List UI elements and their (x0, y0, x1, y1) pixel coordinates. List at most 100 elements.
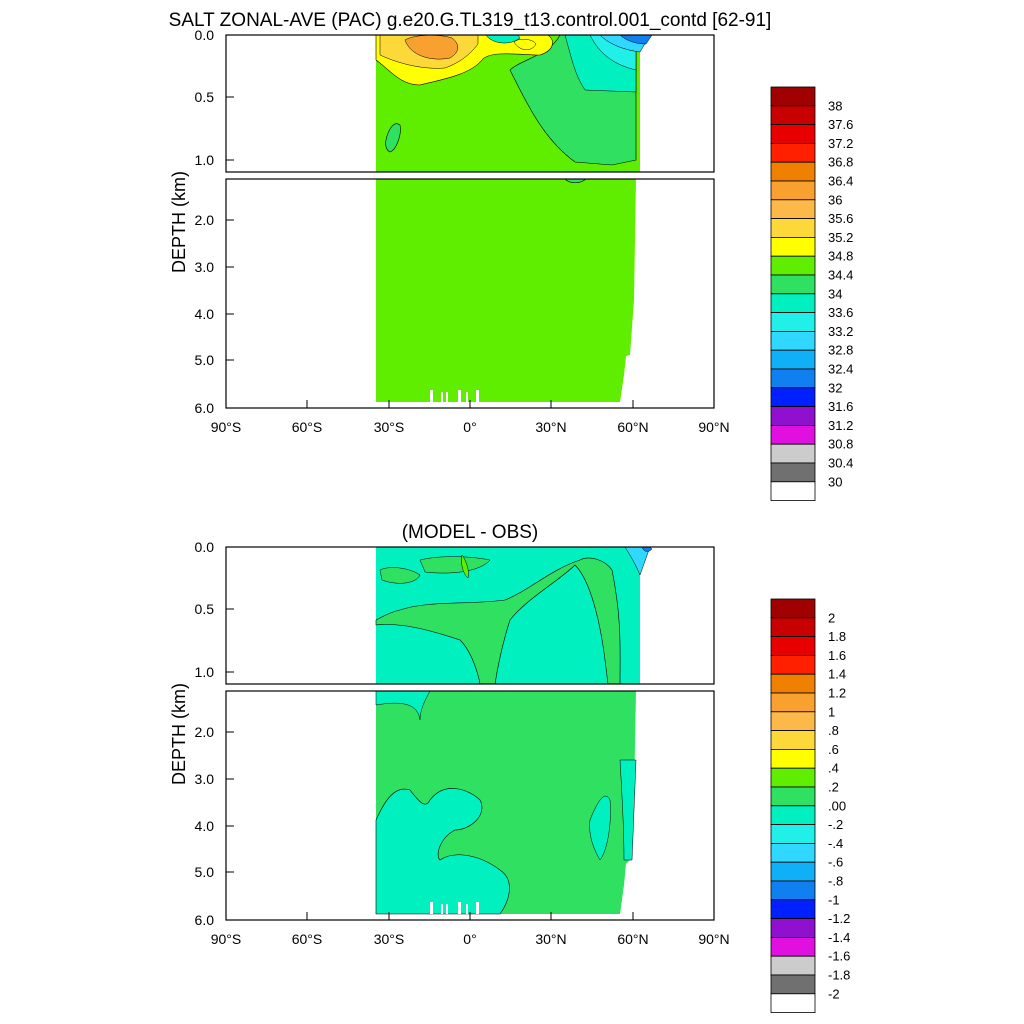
colorbar-label: 2 (828, 610, 835, 625)
x-axis-ticks: 90°S 60°S 30°S 0° 30°N 60°N 90°N (211, 912, 730, 947)
colorbar-swatch (770, 617, 816, 637)
colorbar-swatch (770, 993, 816, 1013)
colorbar-label: 1.4 (828, 667, 846, 682)
y-tick-label: 0.0 (195, 27, 215, 43)
x-tick-label: 60°S (292, 931, 323, 947)
colorbar-swatch (770, 274, 816, 295)
colorbar-swatch (770, 180, 816, 201)
x-tick-label: 90°N (698, 931, 729, 947)
colorbar: 38 37.6 37.2 36.8 36.4 36 35.6 35.2 34.8 34.4 34 33… (770, 86, 853, 501)
colorbar-swatch (770, 236, 816, 257)
colorbar-label: 1.2 (828, 686, 846, 701)
colorbar-swatch (770, 462, 816, 483)
chart-title: SALT ZONAL-AVE (PAC) g.e20.G.TL319_t13.c… (169, 10, 772, 31)
x-tick-label: 90°N (698, 419, 729, 435)
colorbar-swatch (770, 218, 816, 238)
colorbar-swatch (770, 142, 816, 163)
colorbar-label: -1.4 (828, 930, 850, 945)
y-tick-label: 0.5 (195, 601, 215, 617)
colorbar-swatch (770, 749, 816, 769)
field-neg-0.8 (641, 547, 653, 552)
colorbar-label: 1.8 (828, 629, 846, 644)
colorbar-swatch (770, 86, 816, 107)
colorbar-swatch (770, 636, 816, 656)
colorbar-label: 30.4 (828, 456, 853, 471)
colorbar-swatch (770, 955, 816, 976)
x-tick-label: 90°S (211, 419, 242, 435)
colorbar-label: 34 (828, 286, 842, 301)
y-tick-label: 6.0 (195, 400, 215, 416)
colorbar-swatch (770, 880, 816, 901)
colorbar-label: -1.8 (828, 968, 850, 983)
colorbar-swatch (770, 598, 816, 619)
y-tick-label: 5.0 (195, 352, 215, 368)
colorbar-label: .2 (828, 780, 839, 795)
colorbar-swatch (770, 937, 816, 957)
y-tick-label: 1.0 (195, 152, 215, 168)
upper-frame (225, 546, 715, 685)
x-tick-label: 30°N (535, 931, 566, 947)
colorbar-label: -.8 (828, 874, 843, 889)
colorbar-swatch (770, 692, 816, 713)
colorbar-label: 35.2 (828, 230, 853, 245)
y-tick-label: 2.0 (195, 212, 215, 228)
x-tick-label: 90°S (211, 931, 242, 947)
colorbar-swatch (770, 767, 816, 788)
colorbar-swatch (770, 368, 816, 389)
y-axis-ticks: 0.0 0.5 1.0 2.0 3.0 4.0 5.0 6.0 (195, 539, 234, 928)
y-tick-label: 3.0 (195, 259, 215, 275)
colorbar-swatch (770, 824, 816, 844)
colorbar-label: -.6 (828, 855, 843, 870)
field-0-patch (379, 567, 421, 584)
colorbar-label: 37.6 (828, 117, 853, 132)
colorbar: 21.81.61.41.21.8.6.4.2.00-.2-.4-.6-.8-1-… (770, 598, 850, 1013)
x-axis-ticks: 90°S 60°S 30°S 0° 30°N 60°N 90°N (211, 400, 730, 435)
difference-panel: (MODEL - OBS) (169, 522, 850, 1013)
field-0 (375, 557, 621, 684)
y-tick-label: 4.0 (195, 818, 215, 834)
colorbar-label: -1.6 (828, 949, 850, 964)
x-tick-label: 0° (463, 931, 476, 947)
colorbar-label: .6 (828, 742, 839, 757)
colorbar-label: 34.4 (828, 268, 853, 283)
colorbar-swatch (770, 899, 816, 919)
field-32 (619, 35, 653, 45)
colorbar-swatch (770, 255, 816, 276)
colorbar-swatch (770, 786, 816, 807)
bottom-notches (430, 902, 479, 914)
colorbar-swatch (770, 730, 816, 750)
colorbar-swatch (770, 293, 816, 313)
colorbar-label: -.4 (828, 836, 843, 851)
colorbar-swatch (770, 406, 816, 426)
colorbar-swatch (770, 443, 816, 464)
colorbar-label: 32.4 (828, 362, 853, 377)
colorbar-swatch (770, 861, 816, 882)
colorbar-swatch (770, 387, 816, 407)
colorbar-swatch (770, 199, 816, 220)
colorbar-label: 34.8 (828, 249, 853, 264)
colorbar-label: -2 (828, 986, 840, 1001)
y-axis-label: DEPTH (km) (169, 683, 189, 785)
field-0-deep (376, 691, 636, 914)
colorbar-swatch (770, 655, 816, 675)
field-0-patch (419, 556, 491, 574)
y-tick-label: 3.0 (195, 771, 215, 787)
colorbar-swatch (770, 105, 816, 126)
colorbar-swatch (770, 918, 816, 938)
y-axis-ticks: 0.0 0.5 1.0 2.0 3.0 4.0 5.0 6.0 (195, 27, 234, 416)
salinity-panel: SALT ZONAL-AVE (PAC) g.e20.G.TL319_t13.c… (169, 10, 853, 501)
colorbar-label: 31.6 (828, 399, 853, 414)
y-tick-label: 5.0 (195, 864, 215, 880)
x-tick-label: 0° (463, 419, 476, 435)
y-tick-label: 6.0 (195, 912, 215, 928)
colorbar-swatch (770, 974, 816, 995)
colorbar-swatch (770, 673, 816, 694)
x-tick-label: 30°S (374, 419, 405, 435)
field-34-blob (385, 123, 401, 153)
colorbar-swatch (770, 349, 816, 370)
y-tick-label: 4.0 (195, 306, 215, 322)
field-33.6-patch (485, 35, 521, 44)
field-neg-0.2-deep (375, 788, 510, 915)
colorbar-label: .8 (828, 723, 839, 738)
y-tick-label: 0.5 (195, 89, 215, 105)
